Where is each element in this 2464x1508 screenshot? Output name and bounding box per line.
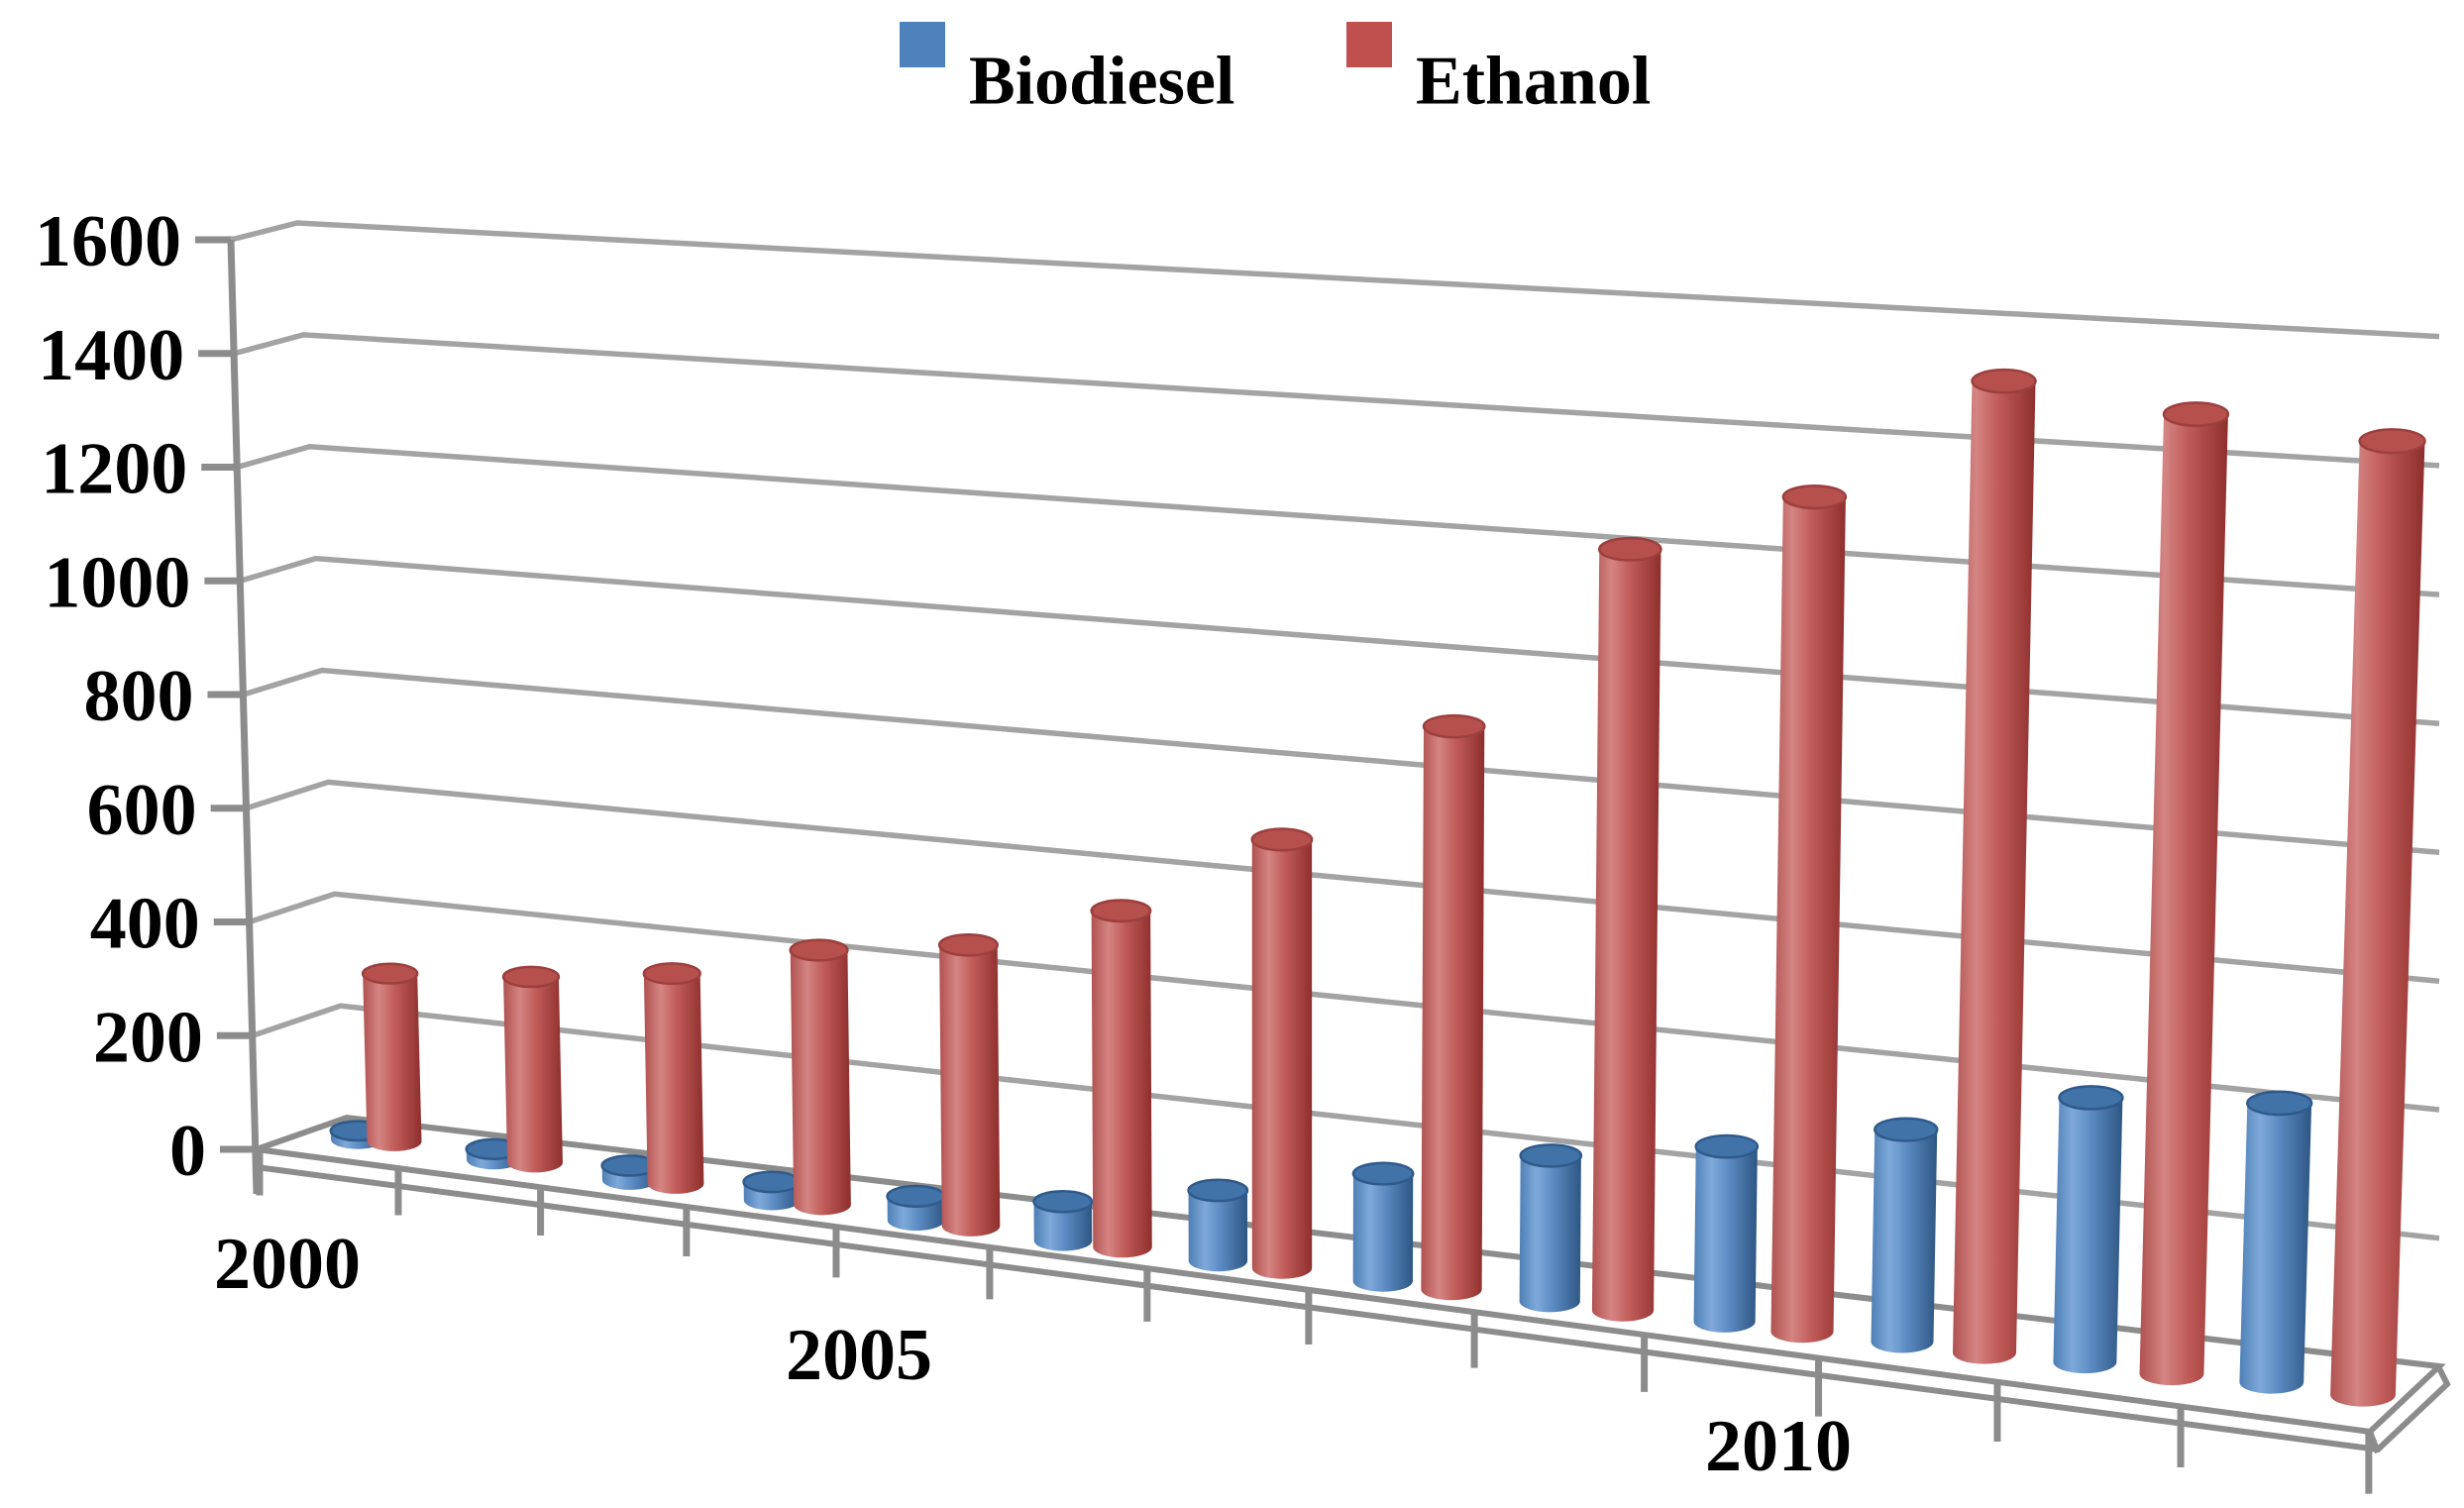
bar-ethanol-2000-top	[361, 962, 419, 985]
y-axis-label: 1600	[35, 201, 181, 282]
bar-ethanol-2003-body	[790, 950, 851, 1216]
legend-label-biodiesel: Biodiesel	[969, 43, 1234, 119]
bar-biodiesel-2012-top	[2246, 1090, 2313, 1117]
bar-biodiesel-2007-top	[1351, 1161, 1415, 1186]
bar-biodiesel-2009-top	[1694, 1133, 1760, 1159]
plot-area: 0 200 400 600 800 1000 1200 1400 1600 2000 2005 201…	[35, 201, 2451, 1494]
y-axis-label: 1200	[41, 429, 187, 510]
bar-biodiesel-2012-body	[2239, 1103, 2312, 1394]
bar-biodiesel-2008-top	[1519, 1143, 1583, 1168]
y-axis-label: 1400	[38, 315, 184, 396]
gridline-1000	[239, 555, 2440, 727]
bar-biodiesel-2003-top	[742, 1170, 802, 1194]
gridline-1400	[233, 332, 2440, 469]
bar-ethanol-2006-top	[1250, 827, 1314, 852]
y-axis-label: 200	[93, 997, 203, 1078]
bar-ethanol-2004-body	[939, 944, 1001, 1237]
bar-biodiesel-2006-body	[1188, 1190, 1248, 1272]
bar-ethanol-2008-body	[1591, 549, 1661, 1322]
bar-ethanol-2002-body	[643, 973, 704, 1194]
y-axis-label: 400	[90, 884, 200, 965]
gridline-400	[248, 891, 2440, 1113]
x-axis-label: 2000	[214, 1224, 361, 1305]
bar-ethanol-2011-body	[2139, 414, 2228, 1386]
bar-biodiesel-2006-top	[1187, 1178, 1249, 1203]
bar-biodiesel-2010-body	[1871, 1130, 1938, 1353]
bar-ethanol-2010-top	[1971, 368, 2037, 394]
bar-biodiesel-2011-top	[2058, 1085, 2124, 1111]
bar-biodiesel-2002-body	[601, 1165, 658, 1190]
bar-ethanol-2000-body	[363, 973, 422, 1151]
gridline-1600	[230, 220, 2440, 340]
floor-slab-edge	[256, 1164, 2451, 1454]
gridline-600	[245, 779, 2440, 984]
legend-swatch-ethanol	[1346, 22, 1392, 67]
bar-biodiesel-2008-body	[1519, 1155, 1581, 1313]
legend-swatch-biodiesel	[900, 22, 945, 67]
y-axis-label: 1000	[44, 542, 190, 623]
bar-ethanol-2004-top	[937, 933, 999, 957]
y-axis-label: 800	[84, 656, 194, 737]
bar-biodiesel-2004-top	[886, 1184, 946, 1208]
bar-biodiesel-2011-body	[2053, 1097, 2123, 1374]
bar-biodiesel-2007-body	[1352, 1173, 1414, 1292]
y-axis-label: 600	[87, 770, 197, 851]
bar-ethanol-2001-top	[501, 965, 561, 989]
bar-ethanol-2007-body	[1421, 726, 1485, 1301]
bar-ethanol-2008-top	[1598, 536, 1662, 562]
bar-biodiesel-2005-top	[1032, 1189, 1094, 1214]
bar-ethanol-2007-top	[1422, 713, 1486, 739]
gridline-1200	[236, 443, 2440, 597]
bar-ethanol-2002-top	[642, 962, 701, 986]
gridline-800	[242, 667, 2440, 856]
bar-biodiesel-2004-body	[887, 1196, 945, 1232]
bar-ethanol-2006-body	[1251, 839, 1313, 1279]
bar-ethanol-2001-body	[503, 976, 563, 1173]
bar-ethanol-2009-body	[1770, 496, 1846, 1344]
y-axis-label: 0	[169, 1111, 206, 1192]
bar-ethanol-2011-top	[2162, 401, 2230, 428]
legend: Biodiesel Ethanol	[900, 22, 1651, 119]
bar-biodiesel-2005-body	[1033, 1201, 1093, 1251]
x-axis-label: 2005	[786, 1315, 932, 1396]
x-axis-label: 2010	[1705, 1406, 1852, 1487]
bar-ethanol-2005-body	[1091, 911, 1152, 1258]
bar-biodiesel-2009-body	[1693, 1146, 1758, 1333]
bar-ethanol-2012-body	[2330, 441, 2425, 1407]
bar-ethanol-2005-top	[1090, 899, 1152, 923]
bar-biodiesel-2003-body	[743, 1181, 801, 1211]
bar-ethanol-2010-body	[1953, 380, 2036, 1364]
bar-ethanol-2009-top	[1781, 484, 1848, 510]
bar-biodiesel-2010-top	[1874, 1117, 1939, 1142]
bar-ethanol-2003-top	[789, 938, 849, 962]
bar-ethanol-2012-top	[2358, 428, 2426, 455]
y-axis-line	[227, 239, 261, 1195]
legend-label-ethanol: Ethanol	[1416, 43, 1651, 119]
